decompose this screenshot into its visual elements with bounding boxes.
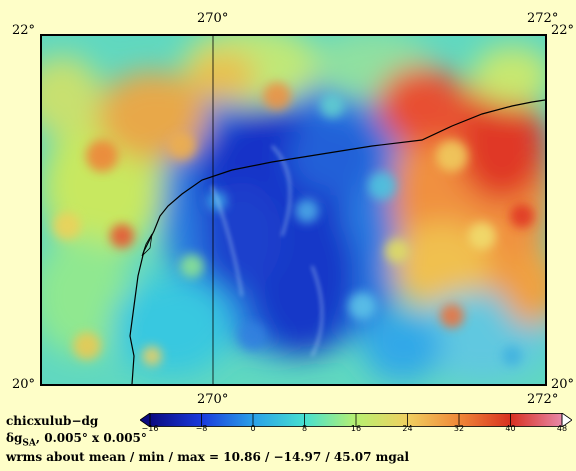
gravity-anomaly-map	[40, 34, 547, 386]
lon-label-bottom-272: 272°	[527, 392, 559, 407]
lat-label-left-22: 22°	[12, 23, 36, 38]
dataset-name: chicxulub−dg	[6, 414, 99, 428]
colorbar-tick: −8	[195, 424, 208, 433]
coastline	[129, 99, 545, 384]
lat-label-right-20: 20°	[551, 377, 575, 392]
colorbar-tick: 32	[453, 424, 465, 433]
colorbar	[139, 412, 573, 431]
colorbar-tick: 8	[301, 424, 308, 433]
anomaly-field	[42, 36, 545, 384]
lon-label-top-272: 272°	[527, 11, 559, 26]
lon-label-top-270: 270°	[197, 11, 229, 26]
colorbar-tick: 16	[350, 424, 362, 433]
dataset-symbol: δgSA, 0.005° x 0.005°	[6, 431, 147, 449]
dataset-stats: wrms about mean / min / max = 10.86 / −1…	[6, 450, 410, 464]
lat-label-left-20: 20°	[12, 377, 36, 392]
lon-label-bottom-270: 270°	[197, 392, 229, 407]
colorbar-tick: 0	[250, 424, 256, 433]
colorbar-tick: 40	[505, 424, 516, 433]
colorbar-tick: 48	[556, 424, 568, 433]
lat-label-right-22: 22°	[551, 23, 575, 38]
colorbar-tick: −16	[141, 424, 159, 433]
colorbar-tick: 24	[402, 424, 413, 433]
